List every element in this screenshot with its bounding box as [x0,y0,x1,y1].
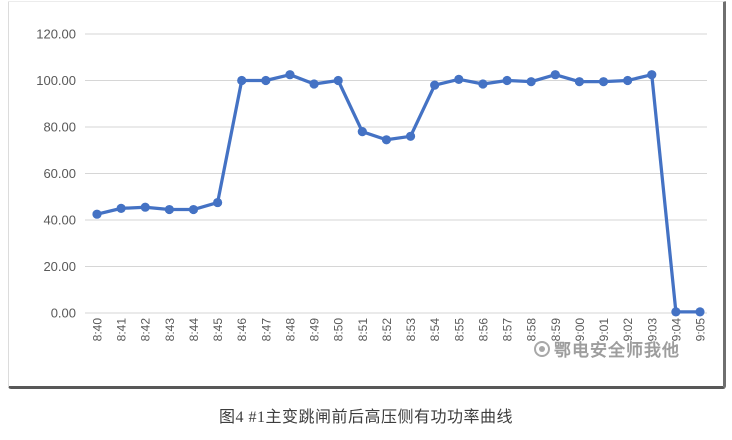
x-axis-tick-label: 8:40 [91,318,105,342]
x-axis-tick-label: 8:50 [332,318,346,342]
y-axis-tick-label: 20.00 [43,259,76,274]
data-point-marker [430,80,440,90]
data-point-marker [285,70,295,80]
data-point-marker [333,75,343,86]
y-axis-tick-label: 120.00 [36,27,76,42]
x-axis-tick-label: 9:00 [573,318,587,342]
y-axis-tick-label: 60.00 [43,166,76,181]
x-axis-tick-label: 9:03 [645,318,659,342]
chart-image: 0.00 20.00 40.00 60.00 80.00 100.00 120.00 8:40… [8,1,726,389]
data-point-marker [671,307,681,317]
x-axis-tick-label: 8:52 [380,318,394,342]
data-point-marker [526,77,536,87]
x-axis-tick-label: 8:56 [476,318,490,342]
x-axis-tick-label: 9:02 [621,318,635,342]
x-axis-tick-label: 8:58 [525,318,539,342]
data-point-marker [188,204,199,215]
x-axis-tick-label: 8:47 [259,318,273,342]
data-point-marker [92,209,102,219]
x-axis-tick-label: 8:51 [356,318,370,342]
data-point-marker [309,79,319,89]
x-axis-tick-label: 8:53 [404,318,418,342]
data-point-marker [357,127,367,137]
data-point-marker [502,75,512,86]
x-axis-tick-label: 9:05 [694,318,708,342]
data-point-marker [405,131,416,141]
x-axis-tick-label: 9:04 [669,318,683,342]
y-axis-tick-label: 40.00 [43,213,76,228]
data-point-marker [647,70,657,80]
y-axis-tick-label: 100.00 [36,73,76,88]
figure-caption: 图4 #1主变跳闸前后高压侧有功功率曲线 [218,409,513,426]
data-point-marker [381,135,392,145]
data-point-marker [213,197,223,208]
data-point-marker [574,77,585,87]
data-point-marker [623,75,633,86]
x-axis-tick-label: 8:55 [452,318,466,342]
x-axis-tick-label: 8:59 [549,318,563,342]
x-axis-tick-label: 8:41 [115,318,129,342]
y-axis-tick-label: 80.00 [43,120,76,135]
x-axis-tick-label: 8:54 [428,318,442,342]
x-axis-tick-label: 8:45 [211,318,225,342]
x-axis-tick-label: 8:43 [163,318,177,342]
data-point-marker [140,202,150,212]
data-point-marker [237,75,247,86]
data-point-marker [116,203,126,213]
x-axis-tick-label: 8:46 [235,318,249,342]
y-axis-tick-label: 0.00 [51,306,76,321]
x-axis-tick-label: 8:48 [283,318,297,342]
data-point-marker [478,79,488,89]
data-point-marker [164,204,174,215]
active-power-line-chart: 0.00 20.00 40.00 60.00 80.00 100.00 120.00 8:40… [36,27,708,342]
data-point-marker [550,70,560,80]
x-axis-tick-label: 8:42 [139,318,153,342]
power-series-line [95,73,702,314]
data-point-marker [454,74,464,84]
x-axis-tick-label: 8:49 [308,318,322,342]
x-axis-tick-label: 8:57 [501,318,515,342]
data-point-marker [695,307,705,317]
data-point-marker [261,75,271,86]
x-axis-tick-label: 9:01 [597,318,611,342]
x-axis-tick-label: 8:44 [187,318,201,342]
data-point-marker [598,77,609,87]
